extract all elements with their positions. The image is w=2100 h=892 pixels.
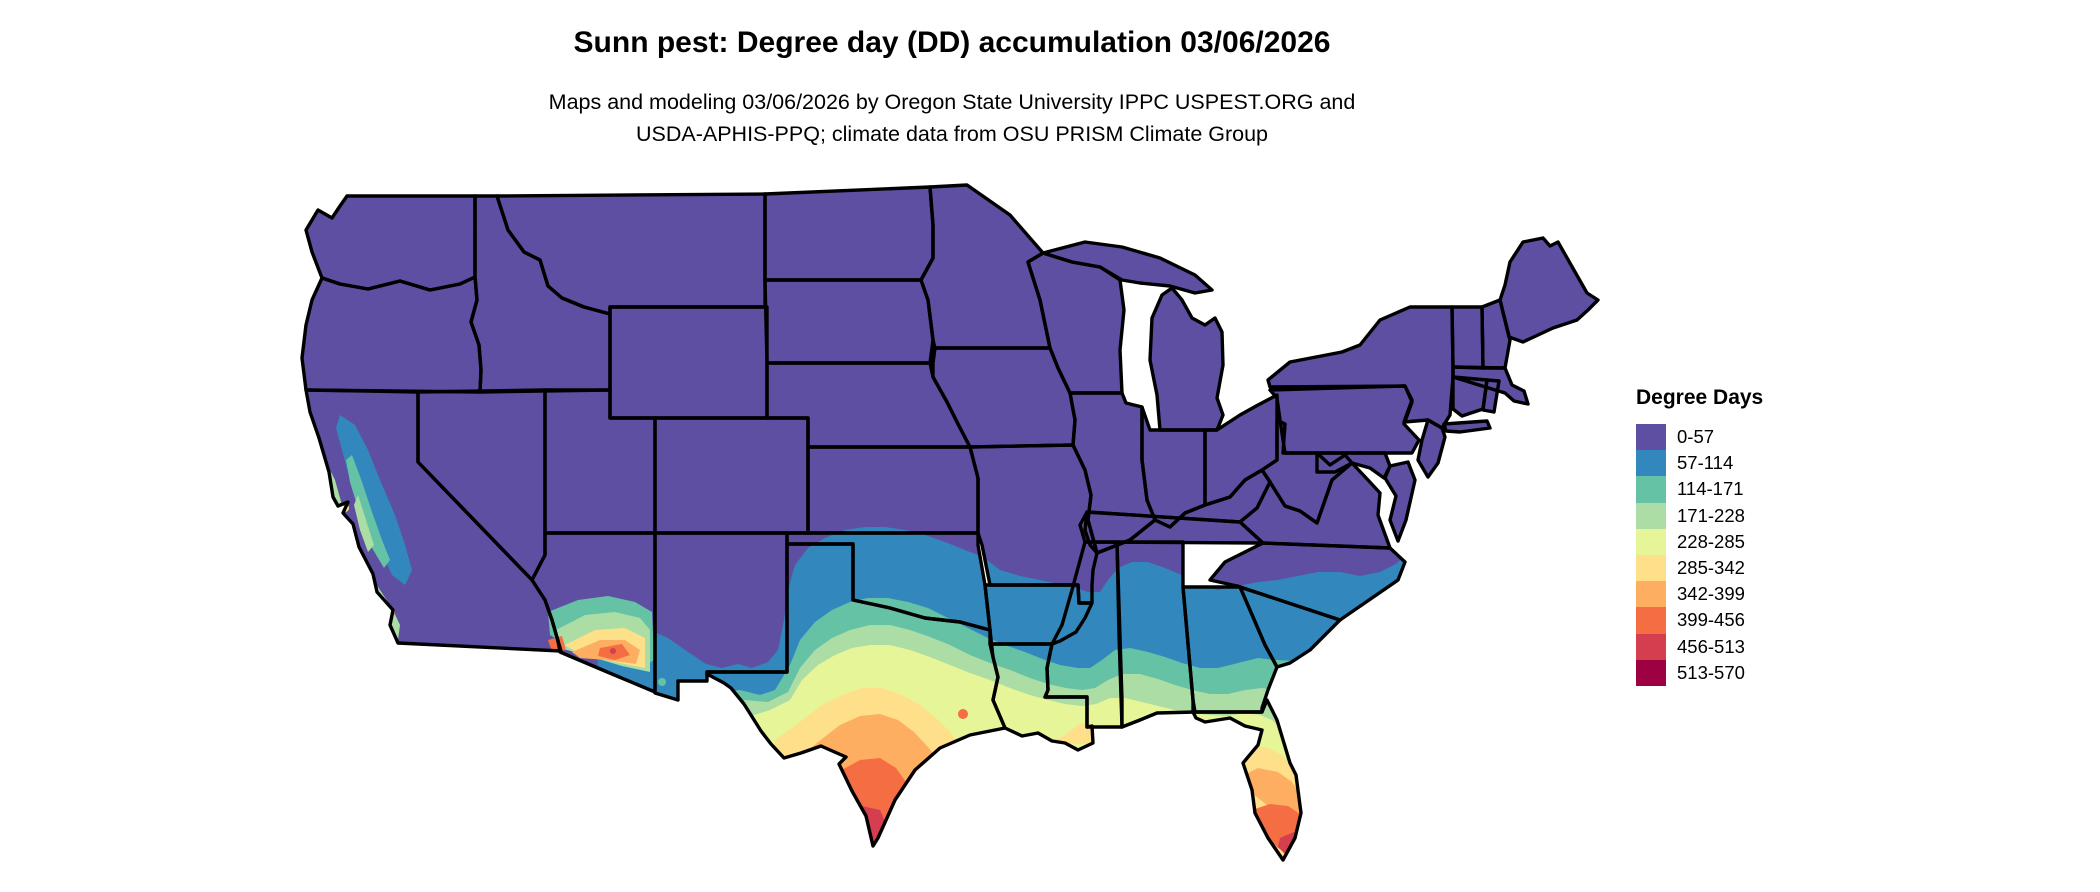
legend-swatch xyxy=(1636,502,1666,529)
legend-item: 285-342 xyxy=(1636,554,1763,582)
legend-item: 114-171 xyxy=(1636,476,1763,503)
legend-label: 228-285 xyxy=(1677,530,1745,552)
legend-swatch xyxy=(1636,581,1666,608)
legend-label: 513-570 xyxy=(1677,661,1745,683)
pocket-central-valley-teal xyxy=(346,455,390,568)
legend-item: 342-399 xyxy=(1636,581,1763,608)
legend-swatch xyxy=(1636,554,1666,582)
legend-rows: 0-57 57-114 114-171 171-228 228-285 285-342 34… xyxy=(1636,424,1763,686)
legend-item: 0-57 xyxy=(1636,424,1763,451)
legend-label: 57-114 xyxy=(1677,452,1734,474)
band-orange-tx xyxy=(812,758,916,860)
legend-label: 342-399 xyxy=(1677,583,1745,605)
legend-swatch xyxy=(1636,424,1666,451)
legend-swatch xyxy=(1636,476,1666,503)
legend-title: Degree Days xyxy=(1636,386,1764,409)
pocket-nm-bootheel-teal xyxy=(658,678,666,686)
map-subtitle: Maps and modeling 03/06/2026 by Oregon S… xyxy=(549,86,1356,150)
pocket-socal-cream-dot xyxy=(381,611,389,619)
hotspot-az-red-dot xyxy=(610,648,616,654)
subtitle-line-2: USDA-APHIS-PPQ; climate data from OSU PR… xyxy=(635,122,1269,146)
legend-label: 456-513 xyxy=(1677,635,1745,657)
legend-swatch xyxy=(1636,633,1666,660)
pocket-central-valley-green xyxy=(354,495,374,552)
band-cream-la-delta xyxy=(1040,724,1093,744)
florida-keys-dots xyxy=(871,843,1294,860)
legend-swatch xyxy=(1636,450,1666,477)
subtitle-line-1: Maps and modeling 03/06/2026 by Oregon S… xyxy=(548,90,1356,114)
legend-label: 114-171 xyxy=(1677,478,1744,500)
legend-item: 513-570 xyxy=(1636,659,1763,686)
legend-swatch xyxy=(1636,528,1666,555)
legend: Degree Days 0-57 57-114 114-171 171-228 228-… xyxy=(1636,386,1763,686)
legend-swatch xyxy=(1636,659,1666,686)
legend-item: 57-114 xyxy=(1636,450,1763,477)
legend-item: 399-456 xyxy=(1636,607,1763,634)
legend-item: 228-285 xyxy=(1636,528,1763,555)
legend-label: 171-228 xyxy=(1677,504,1745,526)
legend-label: 0-57 xyxy=(1677,426,1715,448)
legend-swatch xyxy=(1636,607,1666,634)
pocket-central-valley-blue xyxy=(336,415,412,585)
legend-item: 171-228 xyxy=(1636,502,1763,529)
legend-label: 399-456 xyxy=(1677,609,1745,631)
hotspot-houston xyxy=(958,709,968,719)
legend-item: 456-513 xyxy=(1636,633,1763,660)
legend-label: 285-342 xyxy=(1677,557,1745,579)
map-title: Sunn pest: Degree day (DD) accumulation … xyxy=(573,26,1331,59)
